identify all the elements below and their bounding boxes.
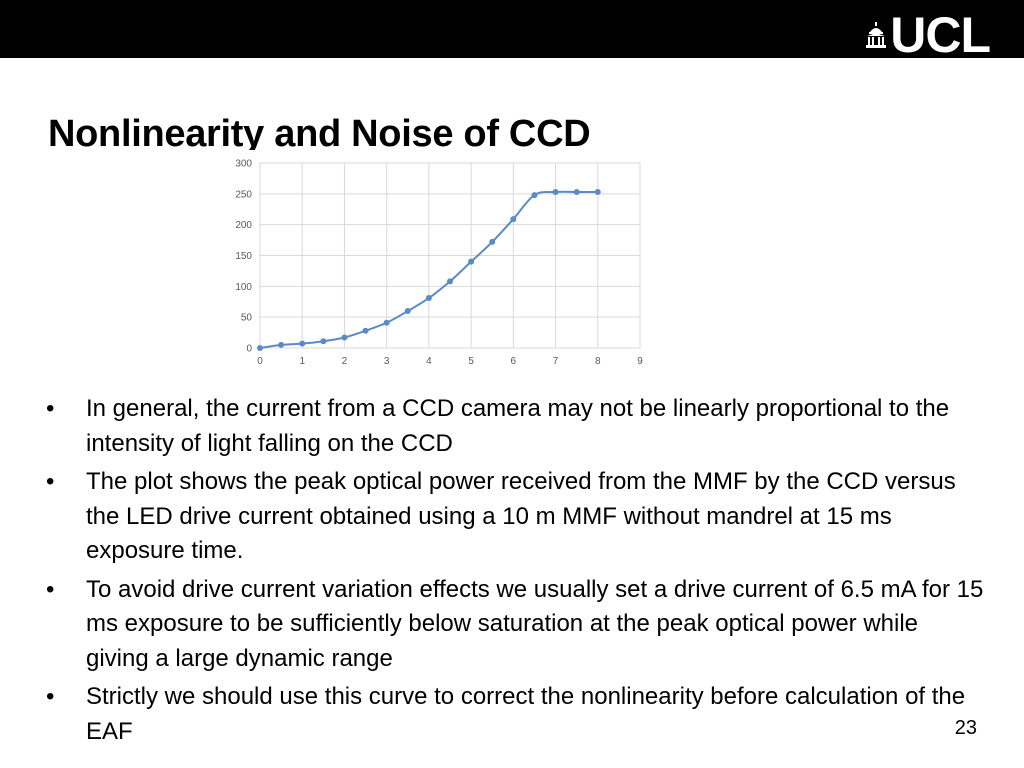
y-tick-label: 250 [235,189,252,200]
bullet-marker: • [46,683,55,710]
bullet-item: • To avoid drive current variation effec… [46,573,986,677]
y-tick-label: 50 [241,313,253,324]
bullet-item: • In general, the current from a CCD cam… [46,392,986,461]
data-point [362,327,369,334]
data-point [404,308,411,314]
data-point [299,340,306,347]
x-tick-label: 2 [342,356,348,367]
y-tick-label: 150 [235,251,252,262]
ucl-logo: UCL [866,7,991,63]
page-number: 23 [954,717,977,739]
bullet-list: • In general, the current from a CCD cam… [46,392,986,753]
logo-text: UCL [890,7,991,63]
data-point [383,319,390,326]
x-tick-label: 6 [511,356,517,367]
x-tick-label: 7 [553,356,559,367]
data-point [489,238,496,245]
data-point [320,338,327,345]
bullet-text: Strictly we should use this curve to cor… [86,683,966,745]
ucl-portico-icon [866,22,887,48]
bullet-item: • Strictly we should use this curve to c… [46,680,986,749]
data-point [425,295,432,302]
bullet-marker: • [46,575,55,603]
bullet-text: The plot shows the peak optical power re… [86,468,956,564]
header-bar [0,0,1024,58]
bullet-marker: • [46,395,55,422]
data-point [468,258,475,265]
x-tick-label: 0 [257,356,263,367]
y-tick-label: 200 [235,220,252,231]
data-point [278,341,285,348]
data-point [341,334,348,341]
x-tick-label: 1 [299,356,305,367]
data-point [531,192,538,199]
y-tick-label: 300 [235,159,252,170]
data-point [594,188,601,195]
data-point [510,216,517,223]
bullet-text: To avoid drive current variation effects… [86,575,984,672]
bullet-marker: • [46,468,55,495]
data-point [257,345,263,351]
data-point [573,188,580,195]
x-tick-label: 9 [637,356,643,367]
bullet-item: • The plot shows the peak optical power … [46,465,986,569]
slide-title: Nonlinearity and Noise of CCD [48,113,591,150]
y-tick-label: 100 [235,282,252,293]
bullet-text: In general, the current from a CCD camer… [86,395,950,457]
x-tick-label: 4 [426,356,432,367]
line-chart: 0 50 100 150 200 250 300 0 1 2 3 4 5 6 7 8 9 [226,154,646,370]
chart-svg: 0 50 100 150 200 250 300 0 1 2 3 4 5 6 7 8 9 [235,159,643,368]
data-point [552,188,559,195]
y-tick-label: 0 [246,344,252,355]
x-tick-label: 5 [468,356,474,367]
x-tick-label: 8 [595,356,601,367]
data-point [447,278,453,285]
x-tick-label: 3 [384,356,390,367]
